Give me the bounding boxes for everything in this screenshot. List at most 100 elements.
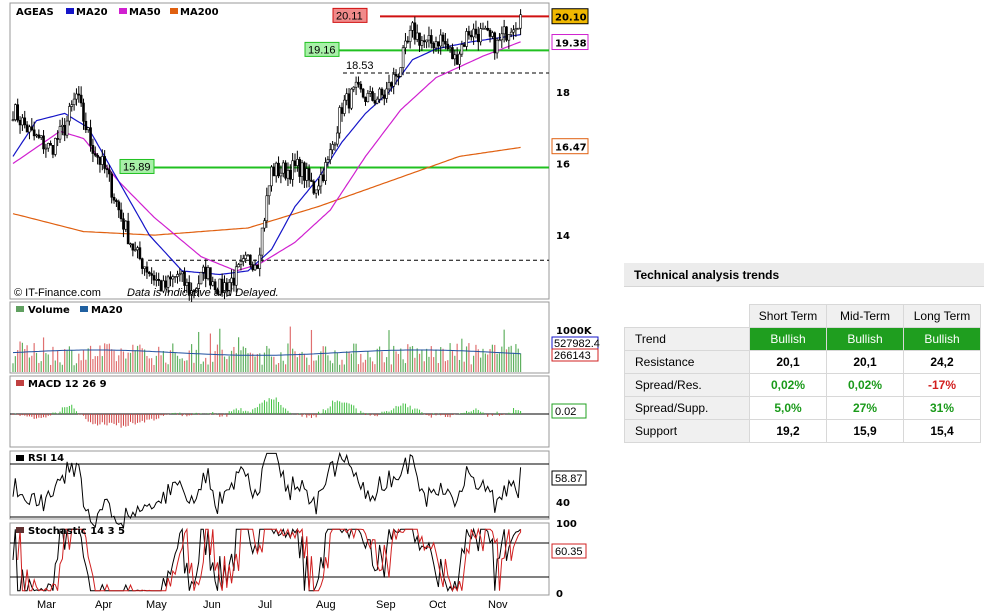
candle-body — [143, 266, 146, 269]
candle-body — [256, 264, 259, 269]
trends-title: Technical analysis trends — [624, 263, 984, 287]
candle-body — [206, 267, 210, 279]
candle-body — [479, 28, 482, 43]
candle-body — [98, 156, 102, 165]
trends-row-label: Spread/Res. — [624, 373, 750, 397]
candle-body — [300, 162, 304, 177]
trends-cell: 24,2 — [903, 350, 981, 374]
candle-body — [491, 32, 494, 37]
candle-body — [96, 154, 99, 158]
trends-row: Trend Bullish Bullish Bullish — [624, 327, 981, 351]
candle-body — [453, 54, 457, 60]
macd-value-label: 0.02 — [555, 406, 576, 418]
candle-body — [343, 99, 346, 114]
candle-body — [392, 74, 396, 87]
trends-cell: 31% — [903, 396, 981, 420]
trends-cell: Bullish — [903, 327, 981, 351]
candle-body — [237, 264, 240, 268]
candle-body — [291, 160, 294, 180]
price-badge-label: 16.47 — [555, 143, 587, 154]
candle-body — [286, 170, 290, 179]
volume-badge-label: 266143 — [554, 350, 591, 362]
candle-body — [195, 288, 198, 293]
trends-header-row: Short Term Mid-Term Long Term — [624, 304, 981, 328]
candle-body — [21, 117, 24, 126]
candle-body — [458, 53, 461, 65]
candle-body — [399, 67, 403, 77]
candle-body — [37, 134, 41, 138]
level-badge — [332, 7, 368, 23]
candle-body — [357, 81, 360, 85]
candle-body — [79, 94, 83, 104]
candle-body — [58, 126, 62, 140]
trends-corner-cell — [624, 304, 750, 328]
candle-body — [101, 156, 104, 165]
candle-body — [446, 43, 450, 50]
trends-cell: 20,1 — [749, 350, 827, 374]
candle-body — [371, 91, 374, 101]
candle-body — [39, 135, 43, 138]
candle-body — [394, 74, 398, 77]
candle-body — [108, 169, 111, 175]
candle-body — [51, 145, 55, 155]
candle-body — [72, 98, 76, 105]
candle-body — [425, 39, 428, 43]
candle-body — [288, 170, 292, 180]
trends-cell: 15,4 — [903, 419, 981, 443]
trends-row-label: Support — [624, 419, 750, 443]
stoch-tick-100: 100 — [556, 519, 577, 530]
trends-cell: 20,1 — [826, 350, 904, 374]
candle-body — [514, 28, 518, 31]
trends-cell: 19,2 — [749, 419, 827, 443]
candle-body — [495, 39, 499, 54]
candle-body — [225, 282, 229, 291]
candle-body — [244, 254, 247, 259]
candle-body — [86, 127, 90, 131]
rsi-value-label: 58.87 — [555, 473, 583, 485]
stock-chart: 20.11 19.16 15.89 18.53 20.10 19.38 16.47 5279… — [9, 2, 600, 611]
candle-body — [204, 266, 207, 279]
candle-body — [493, 32, 497, 54]
candle-body — [397, 75, 400, 78]
candle-body — [18, 119, 22, 126]
candle-body — [467, 31, 471, 36]
candle-body — [131, 243, 135, 251]
legend-ma20: MA20 — [76, 7, 108, 18]
trends-cell: Bullish — [826, 327, 904, 351]
candle-body — [314, 189, 318, 194]
candle-body — [328, 149, 332, 160]
candle-body — [61, 124, 64, 127]
candle-body — [404, 40, 407, 49]
candle-body — [465, 31, 468, 47]
candle-body — [500, 33, 504, 41]
candle-body — [70, 104, 74, 107]
candle-body — [408, 29, 412, 42]
legend-ma20-swatch — [66, 8, 74, 14]
candle-body — [202, 266, 205, 273]
trends-cell: 15,9 — [826, 419, 904, 443]
candle-body — [232, 277, 236, 286]
candle-body — [227, 282, 231, 291]
trends-cell: 27% — [826, 396, 904, 420]
candle-body — [415, 32, 419, 40]
candle-body — [234, 266, 238, 286]
candle-body — [293, 160, 297, 166]
candle-body — [53, 138, 57, 155]
stoch-value-label: 60.35 — [555, 546, 583, 558]
candle-body — [209, 267, 212, 286]
candle-body — [11, 119, 15, 121]
price-badge-label: 20.10 — [555, 13, 587, 24]
trends-cell: 0,02% — [826, 373, 904, 397]
level-label: 15.89 — [123, 161, 151, 173]
level-badge — [119, 158, 155, 174]
candle-body — [284, 162, 287, 179]
candle-body — [239, 261, 243, 265]
candle-body — [136, 247, 139, 251]
price-tick: 14 — [556, 231, 570, 242]
stoch-tick-0: 0 — [556, 589, 563, 600]
rsi-line — [12, 451, 522, 530]
candle-body — [253, 264, 257, 271]
candle-body — [380, 88, 384, 96]
candle-body — [46, 143, 50, 149]
candle-body — [413, 22, 417, 40]
